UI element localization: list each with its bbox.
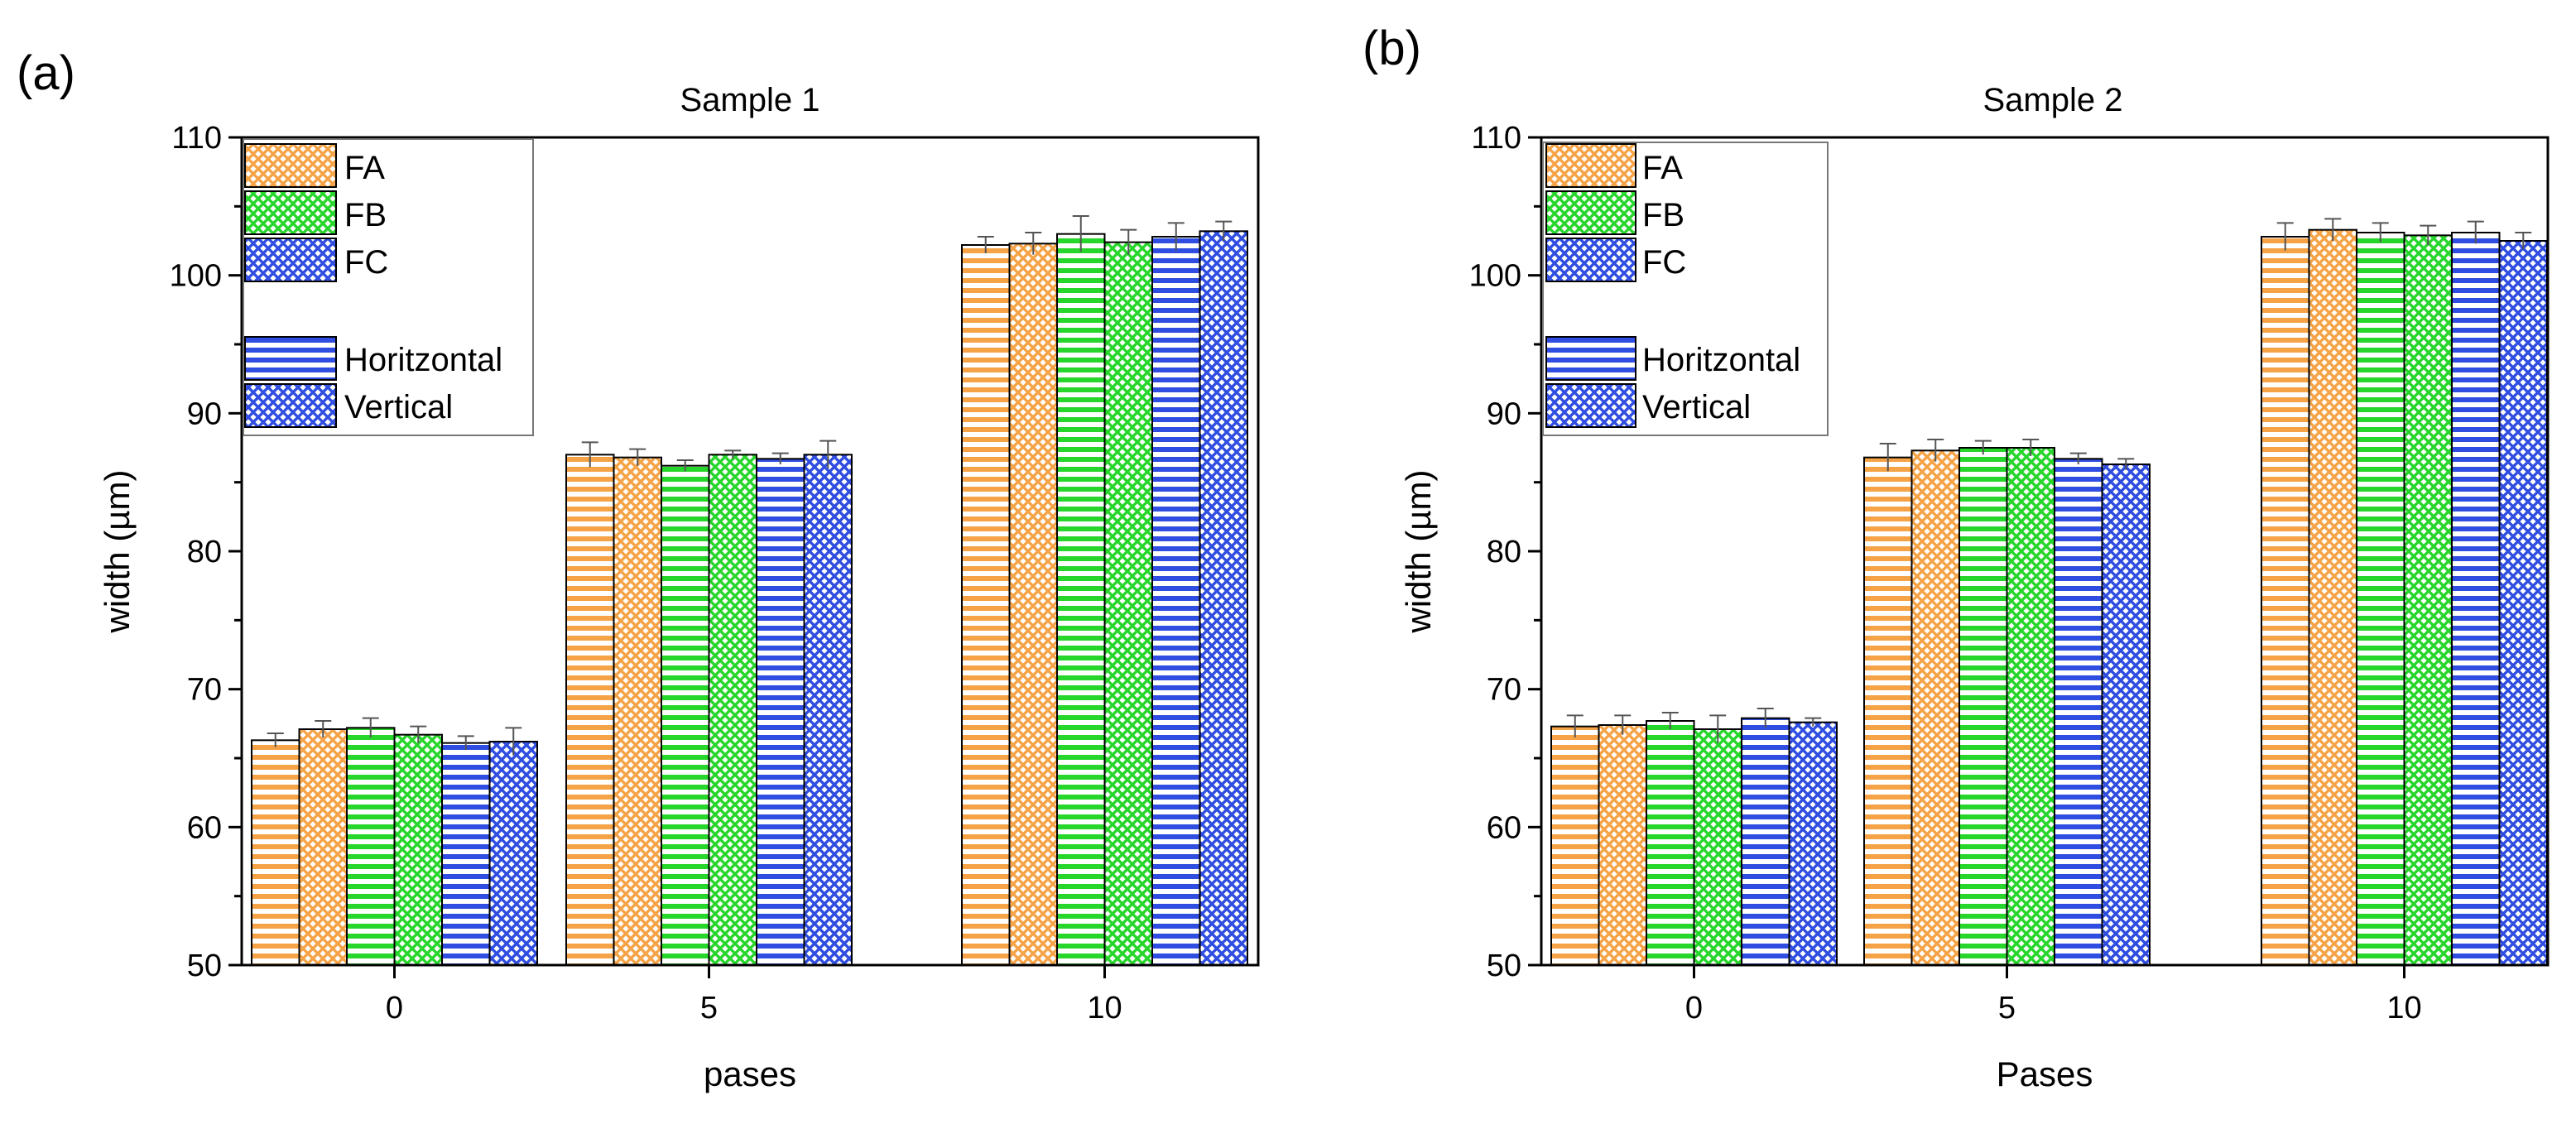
bar: [961, 244, 1011, 966]
legend-swatch: [244, 238, 337, 282]
y-tick-label: 70: [187, 673, 222, 708]
bar: [298, 728, 348, 966]
bar: [251, 739, 300, 966]
y-tick-label: 100: [1469, 259, 1521, 294]
bar: [1151, 236, 1201, 966]
legend-label-fa: FA: [1642, 150, 1683, 186]
x-tick-label: 5: [700, 991, 718, 1026]
y-tick-label: 110: [171, 121, 222, 156]
bar: [1958, 447, 2008, 966]
x-axis-label: Pases: [1997, 1054, 2093, 1093]
bar: [661, 464, 710, 966]
chart-title: Sample 2: [1983, 82, 2123, 118]
bar: [1741, 717, 1790, 967]
bar: [2403, 234, 2453, 967]
y-tick-label: 110: [1471, 121, 1521, 156]
bar: [1646, 720, 1695, 966]
bar: [488, 741, 538, 966]
x-tick-label: 10: [2386, 991, 2421, 1026]
legend-swatch: [1545, 336, 1636, 381]
legend-swatch: [244, 143, 337, 188]
y-tick-label: 50: [1487, 949, 1521, 983]
bars: [1550, 218, 2548, 967]
legend: FA FB FC Horitzontal Vertical: [243, 138, 534, 436]
bar: [1910, 449, 1960, 966]
bar: [1693, 728, 1742, 966]
bar: [1199, 230, 1248, 967]
y-axis: 50 60 70 80 90 100 110: [1469, 121, 1541, 983]
legend-label-vertical: Vertical: [1642, 389, 1751, 425]
legend-label-horitzontal: Horitzontal: [1642, 342, 1800, 378]
bar: [2308, 228, 2357, 966]
panel-b: (b) Sample 2 50 60 70 80 90 100 110 0 5 10 Pases…: [1362, 22, 2550, 1093]
bar: [1788, 721, 1838, 967]
legend-label-fb: FB: [344, 197, 387, 233]
y-tick-label: 80: [187, 535, 222, 569]
panel-a: (a) Sample 1 50 60 70 80 90 100 110 0 5 10 pases…: [17, 46, 1260, 1093]
x-tick-label: 10: [1087, 991, 1122, 1026]
bar: [613, 456, 662, 966]
bar: [565, 454, 615, 966]
bar: [1863, 456, 1913, 966]
bar: [1056, 233, 1106, 966]
y-tick-label: 70: [1487, 673, 1521, 708]
bar: [441, 742, 491, 967]
bar: [2356, 232, 2405, 966]
bar: [756, 458, 805, 966]
x-axis-label: pases: [704, 1054, 796, 1093]
y-tick-label: 100: [170, 259, 222, 294]
bar: [1550, 725, 1600, 967]
panel-label-a: (a): [17, 46, 75, 100]
y-tick-label: 80: [1487, 535, 1521, 569]
bar: [2498, 240, 2548, 966]
chart-title: Sample 1: [680, 82, 820, 118]
bar: [393, 733, 443, 967]
bars: [251, 215, 1248, 967]
bar: [2261, 236, 2310, 966]
legend-label-fc: FC: [344, 244, 388, 281]
bar: [2451, 232, 2501, 966]
legend-label-horitzontal: Horitzontal: [344, 342, 502, 378]
y-axis: 50 60 70 80 90 100 110: [170, 121, 242, 983]
y-tick-label: 60: [187, 810, 222, 845]
legend-label-fc: FC: [1642, 244, 1686, 281]
bar: [2054, 458, 2103, 966]
legend-swatch: [1545, 190, 1636, 235]
legend-label-fb: FB: [1642, 197, 1684, 233]
legend-label-fa: FA: [344, 150, 385, 186]
x-tick-label: 0: [386, 991, 403, 1026]
bar: [1103, 241, 1153, 966]
bar: [803, 454, 853, 966]
bar: [2101, 464, 2151, 966]
legend-swatch: [1545, 238, 1636, 282]
x-axis: 0 5 10: [386, 965, 1122, 1026]
y-axis-label: width (µm): [98, 470, 137, 634]
legend-swatch: [244, 336, 337, 381]
bar: [1008, 243, 1058, 967]
plot-frame: [1540, 136, 2550, 967]
y-tick-label: 50: [187, 949, 222, 983]
bar: [1598, 724, 1647, 966]
y-axis-label: width (µm): [1399, 470, 1438, 634]
legend-swatch: [1545, 383, 1636, 428]
legend-swatch: [244, 190, 337, 235]
bar: [708, 454, 757, 966]
x-axis: 0 5 10: [1685, 965, 2422, 1026]
legend-swatch: [1545, 143, 1636, 188]
bar: [2006, 447, 2055, 966]
legend: FA FB FC Horitzontal Vertical: [1542, 142, 1829, 436]
legend-label-vertical: Vertical: [344, 389, 453, 425]
plot-frame: [240, 136, 1260, 967]
bar: [346, 727, 396, 966]
y-tick-label: 60: [1487, 810, 1521, 845]
x-tick-label: 0: [1685, 991, 1703, 1026]
y-tick-label: 90: [187, 396, 222, 431]
panel-label-b: (b): [1362, 22, 1421, 75]
legend-swatch: [244, 383, 337, 428]
x-tick-label: 5: [1998, 991, 2016, 1026]
y-tick-label: 90: [1487, 396, 1521, 431]
